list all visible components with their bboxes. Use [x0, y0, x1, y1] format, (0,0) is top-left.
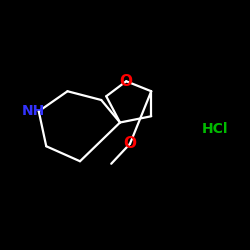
Text: HCl: HCl — [202, 122, 228, 136]
Text: O: O — [120, 74, 133, 89]
Text: NH: NH — [22, 104, 46, 118]
Text: O: O — [124, 136, 136, 151]
